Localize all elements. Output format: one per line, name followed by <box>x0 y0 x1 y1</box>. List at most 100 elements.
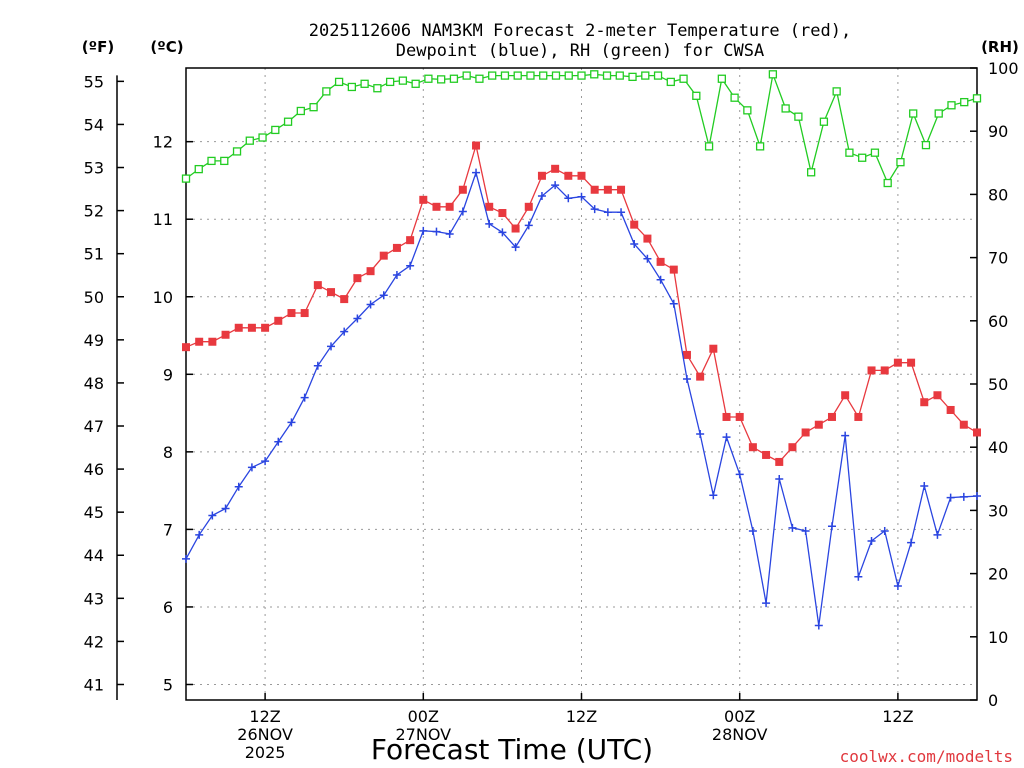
data-point <box>692 91 701 100</box>
data-point <box>743 106 752 115</box>
data-point <box>194 164 203 174</box>
rh-tick-label: 100 <box>988 59 1019 78</box>
data-point <box>313 281 322 290</box>
fahrenheit-tick-label: 46 <box>84 460 104 479</box>
rh-tick-label: 70 <box>988 249 1008 268</box>
data-point <box>801 526 810 535</box>
data-point <box>366 300 375 309</box>
rh-tick-label: 30 <box>988 501 1008 520</box>
fahrenheit-unit-label: (ºF) <box>82 38 114 56</box>
data-point <box>867 537 876 546</box>
data-point <box>972 94 982 103</box>
fahrenheit-tick-label: 43 <box>84 589 104 608</box>
data-point <box>406 236 415 245</box>
data-point <box>398 76 408 85</box>
data-point <box>366 267 375 276</box>
data-point <box>247 323 256 332</box>
celsius-unit-label: (ºC) <box>150 38 183 56</box>
data-point <box>709 344 718 353</box>
data-point <box>485 219 494 228</box>
data-point <box>221 330 230 339</box>
celsius-tick-label: 7 <box>163 520 173 539</box>
data-point <box>679 74 688 83</box>
series-open-square <box>181 70 982 188</box>
celsius-tick-label: 6 <box>163 598 173 617</box>
data-point <box>615 71 624 80</box>
fahrenheit-tick-label: 41 <box>84 675 104 694</box>
data-point <box>603 208 612 217</box>
data-point <box>973 428 981 437</box>
data-point <box>590 70 599 79</box>
data-point <box>340 327 349 336</box>
data-point <box>775 457 784 466</box>
data-point <box>801 428 810 437</box>
data-point <box>445 229 454 238</box>
data-point <box>827 412 836 421</box>
data-point <box>748 526 757 535</box>
x-tick-label: 2025 <box>245 743 286 762</box>
data-point <box>424 74 433 83</box>
data-point <box>258 133 267 142</box>
data-point <box>722 433 731 442</box>
data-point <box>704 142 714 151</box>
data-point <box>656 275 665 284</box>
rh-tick-label: 40 <box>988 438 1008 457</box>
data-point <box>274 316 283 325</box>
x-tick-label: 27NOV <box>396 725 452 744</box>
data-point <box>959 420 968 429</box>
data-point <box>682 374 691 383</box>
credit-link[interactable]: coolwx.com/modelts <box>840 747 1013 766</box>
celsius-tick-label: 9 <box>163 365 173 384</box>
data-point <box>893 582 902 591</box>
fahrenheit-tick-label: 54 <box>84 115 104 134</box>
series-filled-square <box>182 141 981 466</box>
data-point <box>232 147 242 156</box>
data-point <box>524 202 533 211</box>
data-point <box>208 511 217 520</box>
data-point <box>313 361 322 370</box>
data-point <box>920 481 929 490</box>
ticks-layer: 4142434445464748495051525354555678910111… <box>84 59 1019 762</box>
data-point <box>762 599 771 608</box>
data-point <box>682 350 691 359</box>
data-point <box>234 323 243 332</box>
data-point <box>379 291 388 300</box>
data-point <box>577 171 586 180</box>
data-point <box>788 523 797 532</box>
fahrenheit-tick-label: 55 <box>84 72 104 91</box>
data-point <box>641 71 650 80</box>
data-point <box>709 491 718 500</box>
data-point <box>947 101 956 110</box>
fahrenheit-tick-label: 53 <box>84 159 104 178</box>
data-point <box>730 93 739 102</box>
data-point <box>449 74 459 83</box>
data-point <box>755 142 765 151</box>
data-point <box>296 106 305 116</box>
data-point <box>300 393 309 402</box>
data-point <box>309 103 318 112</box>
data-point <box>322 87 331 96</box>
data-point <box>551 181 560 190</box>
data-point <box>960 97 969 107</box>
data-point <box>920 398 929 407</box>
fahrenheit-tick-label: 50 <box>84 288 104 307</box>
data-point <box>411 79 420 88</box>
data-point <box>814 621 823 630</box>
fahrenheit-tick-label: 52 <box>84 202 104 221</box>
data-point <box>353 314 362 323</box>
data-point <box>669 265 678 274</box>
data-point <box>590 185 599 194</box>
data-point <box>590 205 599 214</box>
data-point <box>907 538 916 547</box>
data-point <box>781 104 790 113</box>
data-point <box>300 309 309 318</box>
chart-title-line-2: Dewpoint (blue), RH (green) for CWSA <box>396 41 764 61</box>
data-point <box>181 174 191 183</box>
fahrenheit-tick-label: 48 <box>84 374 104 393</box>
data-point <box>841 431 850 440</box>
rh-tick-label: 0 <box>988 691 998 710</box>
data-point <box>946 405 955 414</box>
data-point <box>883 178 892 188</box>
data-point <box>762 450 771 459</box>
